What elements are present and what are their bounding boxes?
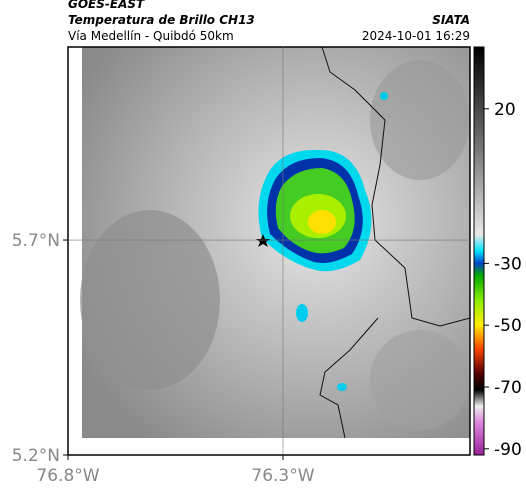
colorbar-tick-label: -70: [494, 378, 522, 398]
colorbar: [473, 46, 485, 456]
colorbar-tick-label: -50: [494, 316, 522, 336]
x-tick-label: 76.8°W: [36, 466, 99, 486]
title: GOES-EAST: [68, 0, 145, 11]
imagery: [80, 46, 471, 439]
x-tick-label: 76.3°W: [251, 466, 314, 486]
colorbar-tick-label: -90: [494, 440, 522, 460]
colorbar-tick-label: -30: [494, 254, 522, 274]
datetime: 2024-10-01 16:29: [362, 29, 470, 43]
y-tick-label: 5.2°N: [12, 446, 60, 466]
colorbar-tick-label: 20: [494, 100, 516, 120]
map-frame: [67, 46, 471, 456]
subtitle: Temperatura de Brillo CH13: [68, 13, 255, 27]
source: SIATA: [432, 13, 470, 27]
y-tick-label: 5.7°N: [12, 231, 60, 251]
route: Vía Medellín - Quibdó 50km: [68, 29, 234, 43]
